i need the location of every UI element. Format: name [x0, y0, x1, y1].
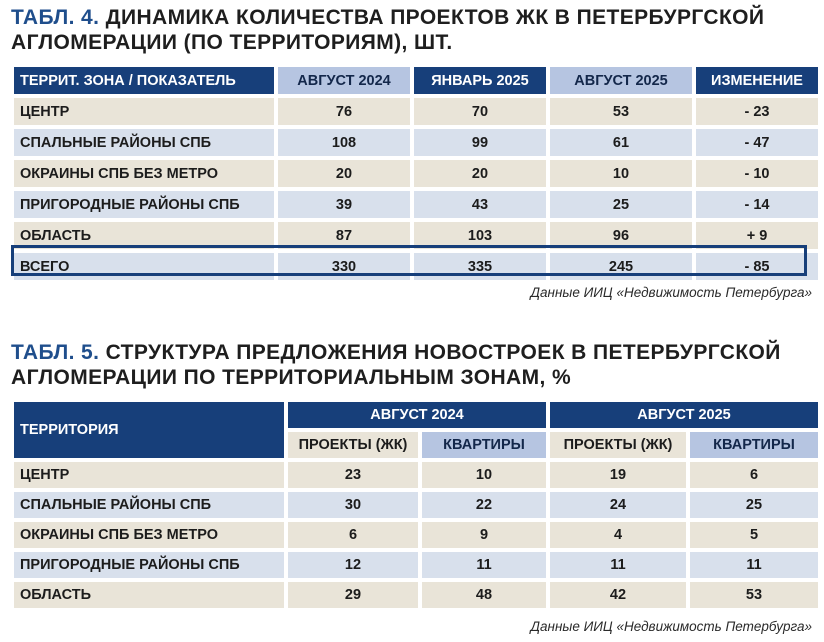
cell-aug2024: 87 [278, 222, 410, 249]
cell-projects-2025: 24 [550, 492, 686, 518]
cell-projects-2024: 30 [288, 492, 418, 518]
table5-subheader-projects: ПРОЕКТЫ (ЖК) [550, 432, 686, 458]
cell-apartments-2025: 6 [690, 462, 818, 488]
cell-projects-2025: 11 [550, 552, 686, 578]
row-label: ПРИГОРОДНЫЕ РАЙОНЫ СПБ [14, 552, 284, 578]
cell-jan2025: 103 [414, 222, 546, 249]
cell-aug2025: 10 [550, 160, 692, 187]
table5: ТЕРРИТОРИЯ АВГУСТ 2024 АВГУСТ 2025 ПРОЕК… [10, 398, 822, 612]
cell-jan2025: 20 [414, 160, 546, 187]
row-label: ЦЕНТР [14, 98, 274, 125]
cell-change: - 23 [696, 98, 818, 125]
cell-apartments-2025: 11 [690, 552, 818, 578]
cell-change: + 9 [696, 222, 818, 249]
cell-apartments-2024: 11 [422, 552, 546, 578]
table-row: ОКРАИНЫ СПБ БЕЗ МЕТРО 20 20 10 - 10 [14, 160, 818, 187]
table5-title-lead: ТАБЛ. 5. [11, 341, 100, 364]
table5-title: ТАБЛ. 5. СТРУКТУРА ПРЕДЛОЖЕНИЯ НОВОСТРОЕ… [11, 340, 824, 390]
table-row: ОБЛАСТЬ 29 48 42 53 [14, 582, 818, 608]
table-row: ЦЕНТР 23 10 19 6 [14, 462, 818, 488]
cell-projects-2025: 19 [550, 462, 686, 488]
row-label: СПАЛЬНЫЕ РАЙОНЫ СПБ [14, 129, 274, 156]
table4-header-aug2024: АВГУСТ 2024 [278, 67, 410, 94]
table5-header-aug2024: АВГУСТ 2024 [288, 402, 546, 428]
table5-header-aug2025: АВГУСТ 2025 [550, 402, 818, 428]
table-row: СПАЛЬНЫЕ РАЙОНЫ СПБ 108 99 61 - 47 [14, 129, 818, 156]
cell-aug2025: 61 [550, 129, 692, 156]
table4-header-territory: ТЕРРИТ. ЗОНА / ПОКАЗАТЕЛЬ [14, 67, 274, 94]
cell-jan2025: 70 [414, 98, 546, 125]
table-row: ПРИГОРОДНЫЕ РАЙОНЫ СПБ 12 11 11 11 [14, 552, 818, 578]
cell-aug2024: 330 [278, 253, 410, 280]
table-row-total: ВСЕГО 330 335 245 - 85 [14, 253, 818, 280]
table5-subheader-apartments: КВАРТИРЫ [690, 432, 818, 458]
cell-aug2025: 25 [550, 191, 692, 218]
row-label: ОБЛАСТЬ [14, 222, 274, 249]
cell-projects-2024: 23 [288, 462, 418, 488]
table5-source-note: Данные ИИЦ «Недвижимость Петербурга» [530, 619, 812, 634]
cell-jan2025: 335 [414, 253, 546, 280]
table-row: СПАЛЬНЫЕ РАЙОНЫ СПБ 30 22 24 25 [14, 492, 818, 518]
cell-apartments-2025: 5 [690, 522, 818, 548]
row-label: ВСЕГО [14, 253, 274, 280]
table5-subheader-projects: ПРОЕКТЫ (ЖК) [288, 432, 418, 458]
cell-apartments-2024: 22 [422, 492, 546, 518]
table5-title-text: СТРУКТУРА ПРЕДЛОЖЕНИЯ НОВОСТРОЕК В ПЕТЕР… [11, 341, 781, 389]
cell-aug2025: 53 [550, 98, 692, 125]
row-label: ОБЛАСТЬ [14, 582, 284, 608]
table4-header-aug2025: АВГУСТ 2025 [550, 67, 692, 94]
row-label: СПАЛЬНЫЕ РАЙОНЫ СПБ [14, 492, 284, 518]
cell-projects-2024: 29 [288, 582, 418, 608]
table4-title-lead: ТАБЛ. 4. [11, 6, 100, 29]
cell-aug2025: 245 [550, 253, 692, 280]
cell-projects-2024: 12 [288, 552, 418, 578]
cell-aug2025: 96 [550, 222, 692, 249]
cell-change: - 47 [696, 129, 818, 156]
cell-change: - 10 [696, 160, 818, 187]
table4: ТЕРРИТ. ЗОНА / ПОКАЗАТЕЛЬ АВГУСТ 2024 ЯН… [10, 63, 822, 284]
cell-change: - 14 [696, 191, 818, 218]
cell-apartments-2024: 9 [422, 522, 546, 548]
table5-header-territory: ТЕРРИТОРИЯ [14, 402, 284, 458]
table-row: ЦЕНТР 76 70 53 - 23 [14, 98, 818, 125]
table4-source-note: Данные ИИЦ «Недвижимость Петербурга» [530, 285, 812, 300]
cell-aug2024: 108 [278, 129, 410, 156]
table-row: ОКРАИНЫ СПБ БЕЗ МЕТРО 6 9 4 5 [14, 522, 818, 548]
cell-projects-2025: 4 [550, 522, 686, 548]
row-label: ЦЕНТР [14, 462, 284, 488]
cell-projects-2024: 6 [288, 522, 418, 548]
cell-aug2024: 20 [278, 160, 410, 187]
row-label: ОКРАИНЫ СПБ БЕЗ МЕТРО [14, 522, 284, 548]
cell-apartments-2024: 10 [422, 462, 546, 488]
table-row: ПРИГОРОДНЫЕ РАЙОНЫ СПБ 39 43 25 - 14 [14, 191, 818, 218]
cell-projects-2025: 42 [550, 582, 686, 608]
table5-header-row-top: ТЕРРИТОРИЯ АВГУСТ 2024 АВГУСТ 2025 [14, 402, 818, 458]
cell-apartments-2024: 48 [422, 582, 546, 608]
table4-title-text: ДИНАМИКА КОЛИЧЕСТВА ПРОЕКТОВ ЖК В ПЕТЕРБ… [11, 6, 765, 54]
table-row: ОБЛАСТЬ 87 103 96 + 9 [14, 222, 818, 249]
table5-header-row-sub: ПРОЕКТЫ (ЖК) КВАРТИРЫ ПРОЕКТЫ (ЖК) КВАРТ… [14, 432, 818, 458]
table4-header-jan2025: ЯНВАРЬ 2025 [414, 67, 546, 94]
row-label: ПРИГОРОДНЫЕ РАЙОНЫ СПБ [14, 191, 274, 218]
table4-header-row: ТЕРРИТ. ЗОНА / ПОКАЗАТЕЛЬ АВГУСТ 2024 ЯН… [14, 67, 818, 94]
table5-subheader-apartments: КВАРТИРЫ [422, 432, 546, 458]
cell-apartments-2025: 25 [690, 492, 818, 518]
cell-change: - 85 [696, 253, 818, 280]
row-label: ОКРАИНЫ СПБ БЕЗ МЕТРО [14, 160, 274, 187]
cell-aug2024: 76 [278, 98, 410, 125]
cell-aug2024: 39 [278, 191, 410, 218]
table4-title: ТАБЛ. 4. ДИНАМИКА КОЛИЧЕСТВА ПРОЕКТОВ ЖК… [11, 5, 824, 55]
cell-jan2025: 99 [414, 129, 546, 156]
cell-apartments-2025: 53 [690, 582, 818, 608]
cell-jan2025: 43 [414, 191, 546, 218]
table4-header-change: ИЗМЕНЕНИЕ [696, 67, 818, 94]
